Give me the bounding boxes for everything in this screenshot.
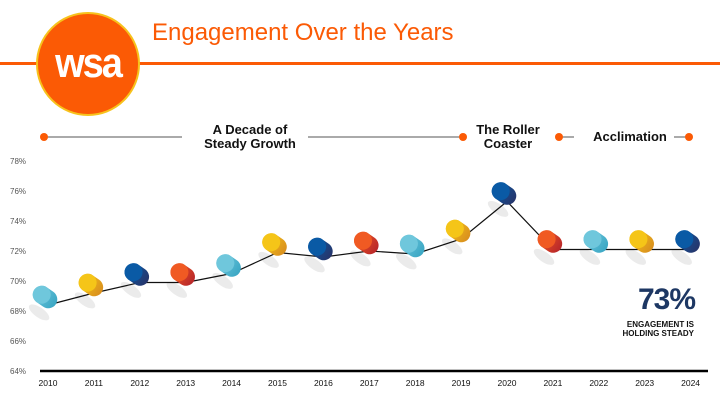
- data-marker: [304, 237, 333, 273]
- marker-shadow: [533, 248, 555, 265]
- data-marker: [625, 230, 654, 265]
- data-marker: [579, 230, 609, 265]
- timeline-dot: [40, 133, 48, 141]
- phase-label: The Roller: [476, 122, 540, 137]
- x-tick-label: 2019: [452, 378, 471, 388]
- wsa-logo: wsa: [36, 12, 140, 116]
- x-axis: 2010 2011 2012 2013 2014 2015 2016 2017 2018 2019…: [39, 369, 708, 388]
- x-tick-label: 2018: [406, 378, 425, 388]
- phase-acclimation: Acclimation: [588, 130, 672, 144]
- data-marker: [74, 273, 104, 309]
- phase-label: Steady Growth: [204, 136, 296, 151]
- marker-cap: [124, 263, 143, 282]
- timeline-dot: [459, 133, 467, 141]
- x-tick-label: 2021: [543, 378, 562, 388]
- header-rule: [0, 62, 720, 65]
- phase-label: A Decade of: [212, 122, 288, 137]
- marker-cap: [445, 219, 464, 238]
- data-marker: [258, 233, 287, 268]
- page-title: Engagement Over the Years: [152, 19, 454, 46]
- logo-text: wsa: [55, 40, 123, 87]
- marker-shadow: [74, 292, 96, 309]
- marker-shadow: [579, 248, 601, 265]
- x-tick-label: 2013: [176, 378, 195, 388]
- marker-cap: [491, 182, 510, 201]
- x-tick-label: 2016: [314, 378, 333, 388]
- marker-cap: [308, 237, 327, 256]
- marker-shadow: [28, 304, 50, 321]
- data-marker: [28, 285, 58, 321]
- callout-line: ENGAGEMENT IS: [626, 320, 694, 329]
- x-tick-label: 2017: [360, 378, 379, 388]
- marker-shadow: [487, 200, 509, 217]
- timeline-dot: [555, 133, 563, 141]
- callout-value: 73%: [637, 283, 696, 316]
- phase-roller-coaster: The Roller Coaster: [468, 123, 548, 151]
- marker-cap: [78, 273, 97, 292]
- marker-cap: [32, 285, 51, 304]
- marker-shadow: [671, 248, 692, 265]
- x-tick-label: 2011: [85, 378, 104, 388]
- x-tick-label: 2024: [681, 378, 700, 388]
- data-marker: [120, 263, 150, 298]
- y-axis: 64% 66% 68% 70% 72% 74% 76% 78%: [10, 157, 26, 376]
- x-tick-label: 2010: [39, 378, 58, 388]
- data-marker: [350, 231, 379, 267]
- marker-cap: [216, 254, 235, 273]
- callout-line: HOLDING STEADY: [622, 329, 694, 338]
- phase-label: Acclimation: [593, 129, 667, 144]
- y-tick-label: 78%: [10, 157, 26, 166]
- marker-shadow: [625, 248, 647, 265]
- marker-cap: [170, 263, 189, 282]
- y-tick-label: 74%: [10, 217, 26, 226]
- y-tick-label: 72%: [10, 247, 26, 256]
- marker-shadow: [212, 272, 233, 289]
- marker-cap: [629, 230, 648, 249]
- y-tick-label: 66%: [10, 337, 26, 346]
- data-marker: [533, 230, 563, 265]
- x-tick-label: 2022: [589, 378, 608, 388]
- y-tick-label: 76%: [10, 187, 26, 196]
- y-tick-label: 68%: [10, 307, 26, 316]
- data-marker: [487, 182, 517, 217]
- marker-cap: [537, 230, 556, 249]
- engagement-series: [28, 182, 700, 321]
- marker-shadow: [166, 281, 188, 298]
- data-marker: [671, 230, 700, 265]
- y-tick-label: 64%: [10, 367, 26, 376]
- x-tick-label: 2014: [222, 378, 241, 388]
- marker-cap: [399, 234, 418, 253]
- data-marker: [441, 219, 471, 255]
- x-tick-label: 2023: [635, 378, 654, 388]
- phase-steady-growth: A Decade of Steady Growth: [190, 123, 310, 151]
- marker-shadow: [258, 251, 279, 268]
- marker-shadow: [396, 253, 417, 270]
- phase-timeline: [40, 133, 693, 141]
- marker-cap: [583, 230, 602, 249]
- marker-shadow: [120, 281, 142, 298]
- data-marker: [212, 254, 241, 289]
- data-marker: [166, 263, 195, 298]
- x-tick-label: 2015: [268, 378, 287, 388]
- y-tick-label: 70%: [10, 277, 26, 286]
- callout-text: ENGAGEMENT IS HOLDING STEADY: [622, 320, 694, 338]
- marker-shadow: [304, 256, 325, 273]
- marker-cap: [262, 233, 281, 252]
- timeline-dot: [685, 133, 693, 141]
- marker-shadow: [441, 238, 463, 255]
- x-tick-label: 2012: [130, 378, 149, 388]
- marker-cap: [675, 230, 694, 249]
- phase-label: Coaster: [483, 136, 533, 151]
- data-marker: [396, 234, 425, 270]
- marker-shadow: [350, 250, 371, 267]
- x-tick-label: 2020: [498, 378, 517, 388]
- marker-cap: [354, 231, 373, 250]
